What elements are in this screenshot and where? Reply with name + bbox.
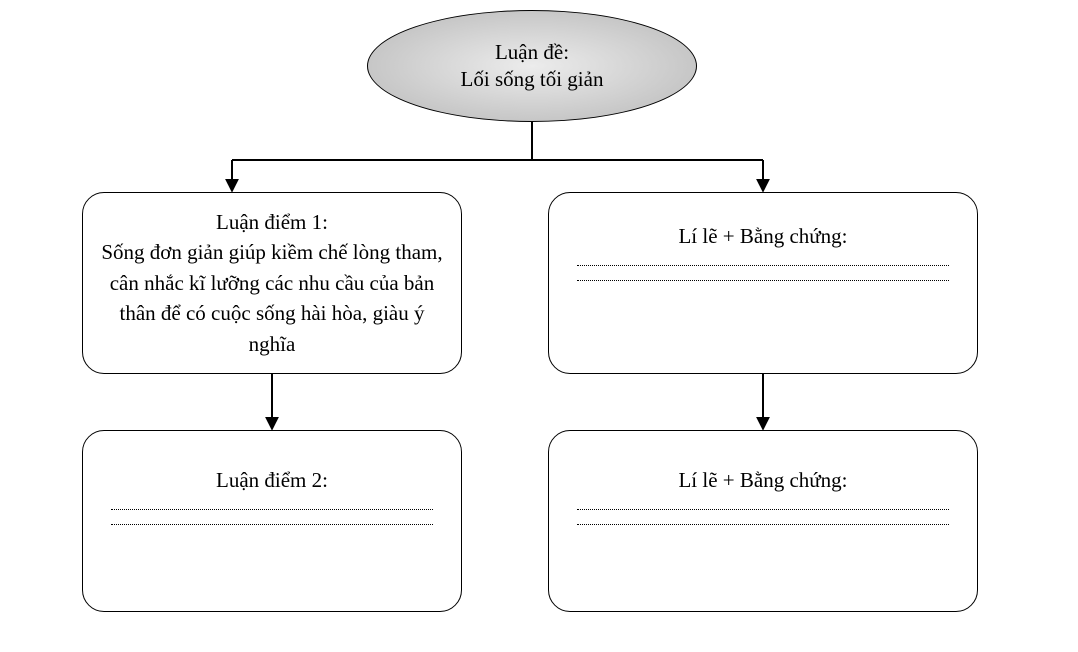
evidence1-node: Lí lẽ + Bằng chứng:: [548, 192, 978, 374]
dotted-line: [577, 280, 949, 281]
evidence2-title: Lí lẽ + Bằng chứng:: [567, 465, 959, 495]
point1-body: Sống đơn giản giúp kiềm chế lòng tham, c…: [101, 237, 443, 359]
thesis-title: Luận đề:: [495, 39, 569, 66]
dotted-line: [111, 524, 433, 525]
thesis-node: Luận đề: Lối sống tối giản: [367, 10, 697, 122]
point2-node: Luận điểm 2:: [82, 430, 462, 612]
dotted-line: [577, 509, 949, 510]
evidence1-title: Lí lẽ + Bằng chứng:: [567, 221, 959, 251]
dotted-line: [577, 524, 949, 525]
thesis-subtitle: Lối sống tối giản: [461, 66, 604, 93]
point1-node: Luận điểm 1: Sống đơn giản giúp kiềm chế…: [82, 192, 462, 374]
dotted-line: [111, 509, 433, 510]
point2-title: Luận điểm 2:: [101, 465, 443, 495]
evidence2-node: Lí lẽ + Bằng chứng:: [548, 430, 978, 612]
dotted-line: [577, 265, 949, 266]
point1-title: Luận điểm 1:: [101, 207, 443, 237]
